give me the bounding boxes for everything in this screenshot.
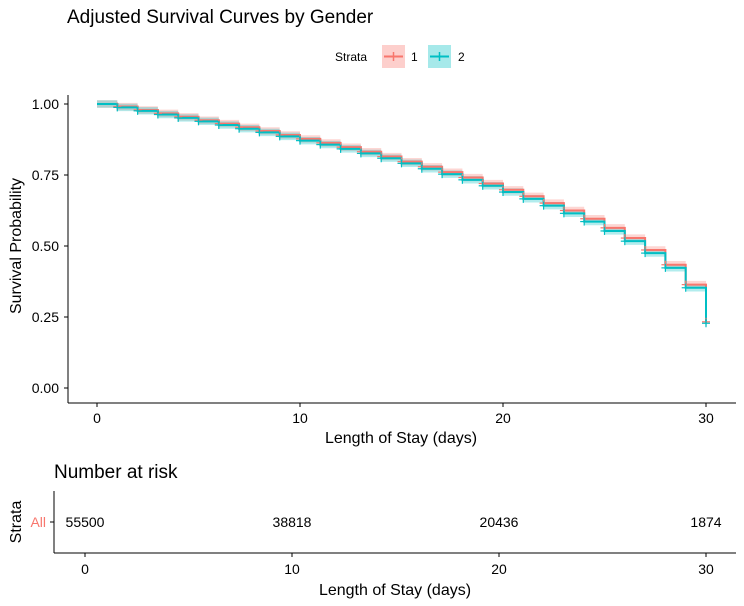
y-tick-label: 0.75 (32, 167, 59, 183)
y-tick-label: 0.00 (32, 380, 59, 396)
risk-x-axis-label: Length of Stay (days) (319, 582, 471, 599)
survival-curve-2 (97, 103, 707, 324)
legend-label-2: 2 (458, 50, 465, 64)
risk-x-tick-label: 0 (81, 561, 89, 577)
y-axis-ticks: 0.00 0.25 0.50 0.75 1.00 (32, 96, 68, 396)
x-tick-label: 30 (698, 410, 714, 426)
legend-title: Strata (335, 50, 367, 64)
chart-title: Adjusted Survival Curves by Gender (67, 7, 374, 28)
legend: Strata 1 2 (335, 45, 465, 68)
risk-x-axis-ticks: 0 10 20 30 (81, 553, 714, 577)
risk-y-axis-label: Strata (8, 501, 25, 544)
x-tick-label: 10 (292, 410, 308, 426)
risk-value: 38818 (273, 514, 312, 530)
censor-marks (113, 102, 710, 328)
confidence-band-1 (97, 100, 707, 326)
y-axis-label: Survival Probability (8, 178, 25, 314)
x-axis-label: Length of Stay (days) (325, 430, 477, 447)
x-tick-label: 20 (495, 410, 511, 426)
risk-value: 1874 (690, 514, 721, 530)
y-tick-label: 0.50 (32, 238, 59, 254)
legend-key-2 (428, 45, 451, 68)
risk-table-rows: All 55500 38818 20436 1874 (30, 514, 721, 530)
y-tick-label: 0.25 (32, 309, 59, 325)
risk-x-tick-label: 30 (698, 561, 714, 577)
risk-x-tick-label: 20 (491, 561, 507, 577)
x-tick-label: 0 (93, 410, 101, 426)
confidence-bands (97, 100, 707, 327)
risk-value: 20436 (480, 514, 519, 530)
legend-label-1: 1 (411, 50, 418, 64)
survival-curve-1 (97, 103, 707, 322)
legend-key-1 (382, 45, 405, 68)
x-axis-ticks: 0 10 20 30 (93, 403, 714, 426)
main-plot-axes (67, 95, 736, 404)
y-tick-label: 1.00 (32, 96, 59, 112)
confidence-band-2 (97, 100, 707, 327)
risk-x-tick-label: 10 (284, 561, 300, 577)
risk-value: 55500 (66, 514, 105, 530)
risk-row-label: All (30, 514, 46, 530)
survival-curves (97, 103, 707, 324)
risk-table-title: Number at risk (54, 462, 178, 483)
